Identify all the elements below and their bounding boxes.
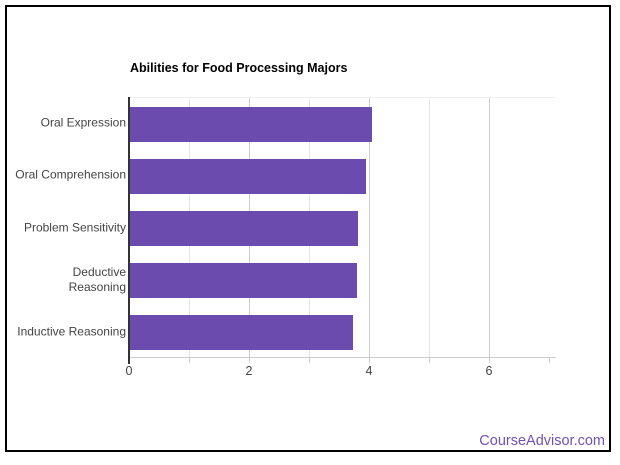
gridline-minor (429, 98, 430, 357)
chart-title: Abilities for Food Processing Majors (130, 61, 348, 75)
tick-mark (429, 358, 430, 363)
category-label-line: Oral Expression (40, 115, 126, 130)
tick-mark (369, 358, 370, 363)
bar-oral-expression[interactable] (130, 107, 372, 142)
x-axis-tick-labels: 0 2 4 6 (125, 364, 556, 380)
category-label: Problem Sensitivity (7, 221, 126, 236)
category-label: Oral Expression (7, 116, 126, 131)
bar-oral-comprehension[interactable] (130, 159, 366, 194)
tick-mark (309, 358, 310, 363)
tick-mark (489, 358, 490, 363)
category-label-line: Inductive Reasoning (17, 324, 126, 339)
gridline-major (489, 98, 490, 357)
x-tick-label: 6 (485, 364, 493, 378)
bar-inductive-reasoning[interactable] (130, 315, 353, 350)
tick-mark (549, 358, 550, 363)
y-axis-baseline (128, 97, 130, 364)
x-tick-label: 0 (125, 364, 133, 378)
x-axis-tick-marks (129, 358, 556, 364)
category-label: Deductive Reasoning (7, 265, 126, 295)
plot-area (129, 97, 556, 358)
category-label-line: Deductive (72, 265, 126, 279)
category-axis-labels: Oral Expression Oral Comprehension Problem… (7, 97, 126, 358)
bar-deductive-reasoning[interactable] (130, 263, 357, 298)
gridline-major (369, 98, 370, 357)
category-label-line: Problem Sensitivity (23, 220, 126, 235)
category-label-line: Oral Comprehension (15, 167, 126, 182)
x-tick-label: 2 (245, 364, 253, 378)
courseadvisor-link[interactable]: CourseAdvisor.com (479, 433, 605, 449)
x-tick-label: 4 (365, 364, 373, 378)
tick-mark (189, 358, 190, 363)
chart-frame: Abilities for Food Processing Majors Ora… (5, 5, 611, 452)
category-label: Inductive Reasoning (7, 325, 126, 340)
category-label-line: Reasoning (68, 280, 126, 294)
bar-problem-sensitivity[interactable] (130, 211, 358, 246)
tick-mark (249, 358, 250, 363)
category-label: Oral Comprehension (7, 168, 126, 183)
